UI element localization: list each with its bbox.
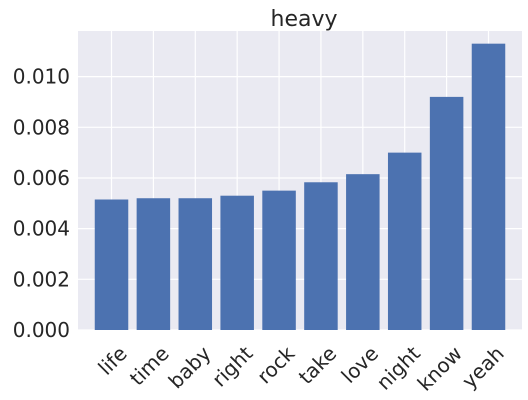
- chart-title: heavy: [271, 7, 338, 32]
- x-tick-label: right: [207, 341, 257, 391]
- x-tick-label: time: [125, 341, 174, 390]
- bar-life: [94, 199, 129, 330]
- y-tick-label: 0.002: [13, 267, 70, 291]
- y-tick-label: 0.006: [13, 166, 70, 190]
- bar-right: [220, 195, 254, 330]
- bars: [94, 43, 506, 331]
- x-tick-label: rock: [252, 341, 299, 388]
- x-axis-ticks: lifetimebabyrightrocktakelovenightknowye…: [93, 341, 508, 396]
- x-tick-label: know: [413, 341, 467, 395]
- x-tick-label: night: [372, 341, 425, 394]
- bar-love: [346, 174, 380, 330]
- bar-time: [136, 198, 171, 330]
- bar-baby: [178, 198, 213, 330]
- bar-know: [429, 96, 464, 331]
- y-tick-label: 0.000: [13, 318, 70, 342]
- y-axis-ticks: 0.000 0.002 0.004 0.006 0.008 0.010: [13, 65, 70, 342]
- y-tick-label: 0.008: [13, 115, 70, 139]
- x-tick-label: yeah: [457, 341, 509, 393]
- bar-take: [304, 182, 338, 330]
- bar-rock: [262, 190, 296, 330]
- y-tick-label: 0.010: [13, 65, 70, 89]
- x-tick-label: take: [294, 341, 342, 389]
- bar-yeah: [471, 43, 506, 330]
- y-tick-label: 0.004: [13, 217, 70, 241]
- x-tick-label: baby: [164, 341, 216, 393]
- bar-night: [387, 152, 422, 330]
